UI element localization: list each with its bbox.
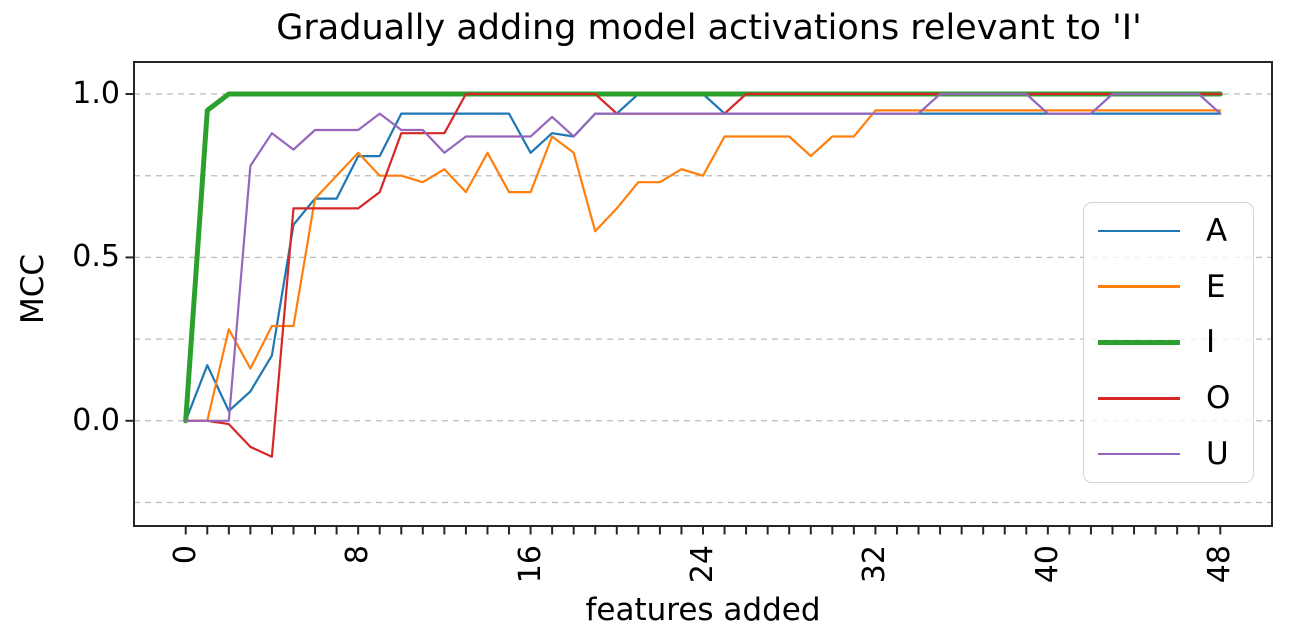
legend-item-A: A [1084,205,1253,257]
legend: A E I O U [1083,202,1254,483]
y-tick-label: 0.0 [72,402,120,438]
series-line-U [184,92,1222,422]
legend-label: A [1206,212,1228,249]
series-line-A [184,92,1222,422]
legend-label: E [1206,268,1226,305]
series-line-I [183,91,1223,424]
legend-label: I [1206,324,1216,361]
legend-line-sample-O [1098,397,1180,400]
legend-line-sample-U [1098,452,1180,456]
legend-item-E: E [1084,261,1253,313]
y-tick-label: 1.0 [72,76,120,112]
series-line-E [184,109,1222,422]
y-tick-label: 0.5 [72,239,120,275]
chart-title: Gradually adding model activations relev… [276,8,1142,48]
legend-item-O: O [1084,372,1253,424]
legend-label: O [1206,380,1231,417]
legend-label: U [1206,436,1229,473]
legend-line-sample-E [1098,285,1180,288]
legend-line-sample-I [1098,339,1180,345]
plot-border [133,61,1273,527]
legend-item-I: I [1084,316,1253,368]
legend-item-U: U [1084,428,1253,480]
x-axis-label: features added [585,592,821,628]
y-axis-label: MCC [15,253,51,325]
series-line-O [184,92,1222,458]
legend-line-sample-A [1098,229,1180,233]
